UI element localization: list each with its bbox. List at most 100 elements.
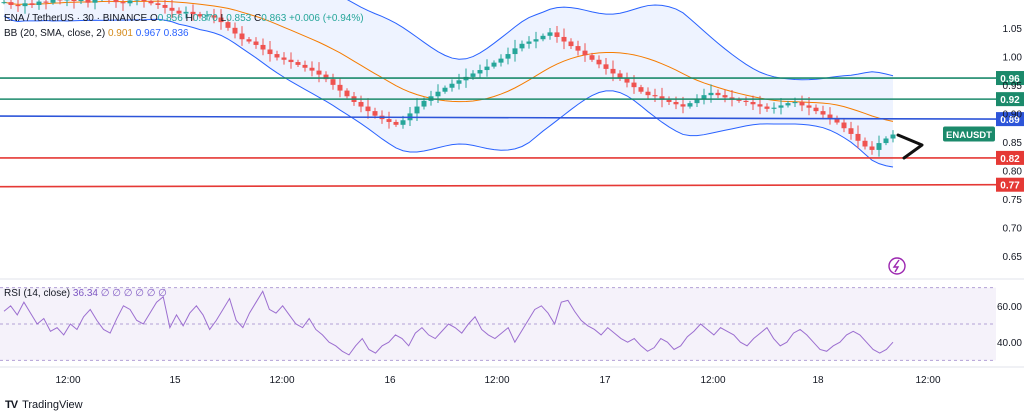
candle-body: [890, 134, 896, 139]
bb-band-fill: [4, 0, 893, 168]
candle-body: [85, 0, 91, 3]
candle-body: [554, 32, 560, 37]
open-label: O: [149, 13, 158, 24]
candle-body: [505, 54, 511, 59]
candle-body: [589, 55, 595, 60]
candle-body: [785, 103, 791, 106]
candle-body: [848, 128, 854, 134]
candle-body: [561, 36, 567, 42]
bb-lower-line: [3, 15, 894, 168]
candle-body: [260, 44, 266, 50]
candle-body: [288, 59, 294, 63]
candle-body: [722, 95, 728, 98]
rsi-line: [3, 290, 894, 356]
high-label: H: [185, 13, 193, 24]
candle-body: [519, 43, 525, 49]
candle-body: [582, 50, 588, 56]
candle-body: [267, 49, 273, 55]
candle-body: [659, 96, 665, 100]
candle-body: [197, 14, 203, 17]
candle-body: [372, 111, 378, 116]
candle-body: [498, 58, 504, 63]
candle-body: [302, 64, 308, 68]
candle-body: [330, 79, 336, 85]
candle-body: [617, 73, 623, 79]
bb-lower-value: 0.836: [163, 28, 189, 39]
brand-name: TradingView: [22, 399, 83, 411]
candle-body: [533, 39, 539, 42]
candle-body: [400, 120, 406, 125]
bb-upper-value: 0.967: [135, 28, 161, 39]
symbol-legend: ENA / TetherUS · 30 · BINANCE O0.856 H0.…: [4, 13, 364, 24]
candle-body: [449, 83, 455, 88]
candle-body: [652, 95, 658, 97]
candle-body: [603, 64, 609, 69]
symbol-price-tag-label: ENAUSDT: [946, 130, 992, 141]
rsi-legend: RSI (14, close) 36.34 ∅ ∅ ∅ ∅ ∅ ∅: [4, 288, 167, 299]
price-tick-0-70: 0.70: [1003, 224, 1023, 235]
candle-body: [337, 84, 343, 91]
candle-body: [491, 62, 497, 67]
candle-body: [358, 101, 364, 107]
bb-label: BB (20, SMA, close, 2): [4, 28, 106, 39]
bb-legend: BB (20, SMA, close, 2) 0.901 0.967 0.836: [4, 28, 189, 39]
candle-body: [876, 143, 882, 150]
time-tick-1: 15: [169, 375, 181, 386]
price-tick-1-05: 1.05: [1003, 24, 1023, 35]
candle-body: [701, 95, 707, 99]
candle-body: [414, 106, 420, 114]
candle-body: [239, 33, 245, 40]
candle-body: [421, 100, 427, 107]
annotation-arrow-icon: [896, 133, 924, 160]
candle-body: [694, 98, 700, 104]
flash-icon: [888, 257, 906, 275]
candle-body: [155, 3, 161, 5]
candle-body: [274, 54, 280, 58]
candle-body: [1, 2, 7, 4]
price-tick-0-80: 0.80: [1003, 166, 1023, 177]
candle-body: [148, 1, 154, 4]
candle-body: [29, 3, 35, 5]
candle-body: [477, 70, 483, 74]
candle-body: [596, 59, 602, 65]
level-label-0-92: 0.92: [1000, 95, 1020, 106]
candle-body: [246, 39, 252, 42]
tradingview-brand[interactable]: TV TradingView: [5, 399, 83, 411]
candle-body: [687, 103, 693, 107]
candle-body: [435, 91, 441, 97]
candle-body: [442, 87, 448, 92]
candle-body: [183, 11, 189, 14]
candle-body: [253, 41, 259, 45]
level-tag-0-82: [996, 150, 1024, 165]
candle-body: [512, 48, 518, 55]
candle-body: [806, 105, 812, 108]
candle-body: [673, 101, 679, 105]
candle-body: [736, 99, 742, 101]
level-tag-0-96: [996, 71, 1024, 86]
candle-body: [15, 5, 21, 7]
candle-body: [232, 27, 238, 34]
candle-body: [113, 0, 119, 3]
bb-basis-value: 0.901: [107, 28, 133, 39]
level-label-0-77: 0.77: [1000, 181, 1020, 192]
time-tick-0: 12:00: [55, 375, 80, 386]
candle-body: [8, 2, 14, 5]
candle-body: [470, 73, 476, 77]
candle-body: [176, 10, 182, 14]
candle-body: [365, 106, 371, 112]
time-tick-8: 12:00: [915, 375, 940, 386]
candle-body: [568, 41, 574, 47]
candle-body: [540, 35, 546, 40]
price-tick-0-95: 0.95: [1003, 81, 1023, 92]
level-tag-0-92: [996, 92, 1024, 107]
level-line-0-77: [0, 183, 997, 188]
candle-body: [624, 78, 630, 83]
candle-body: [120, 2, 126, 4]
candle-body: [610, 68, 616, 74]
time-tick-7: 18: [812, 375, 824, 386]
candle-body: [323, 74, 329, 80]
candle-body: [204, 15, 210, 17]
candle-body: [764, 106, 770, 109]
candle-body: [820, 111, 826, 115]
